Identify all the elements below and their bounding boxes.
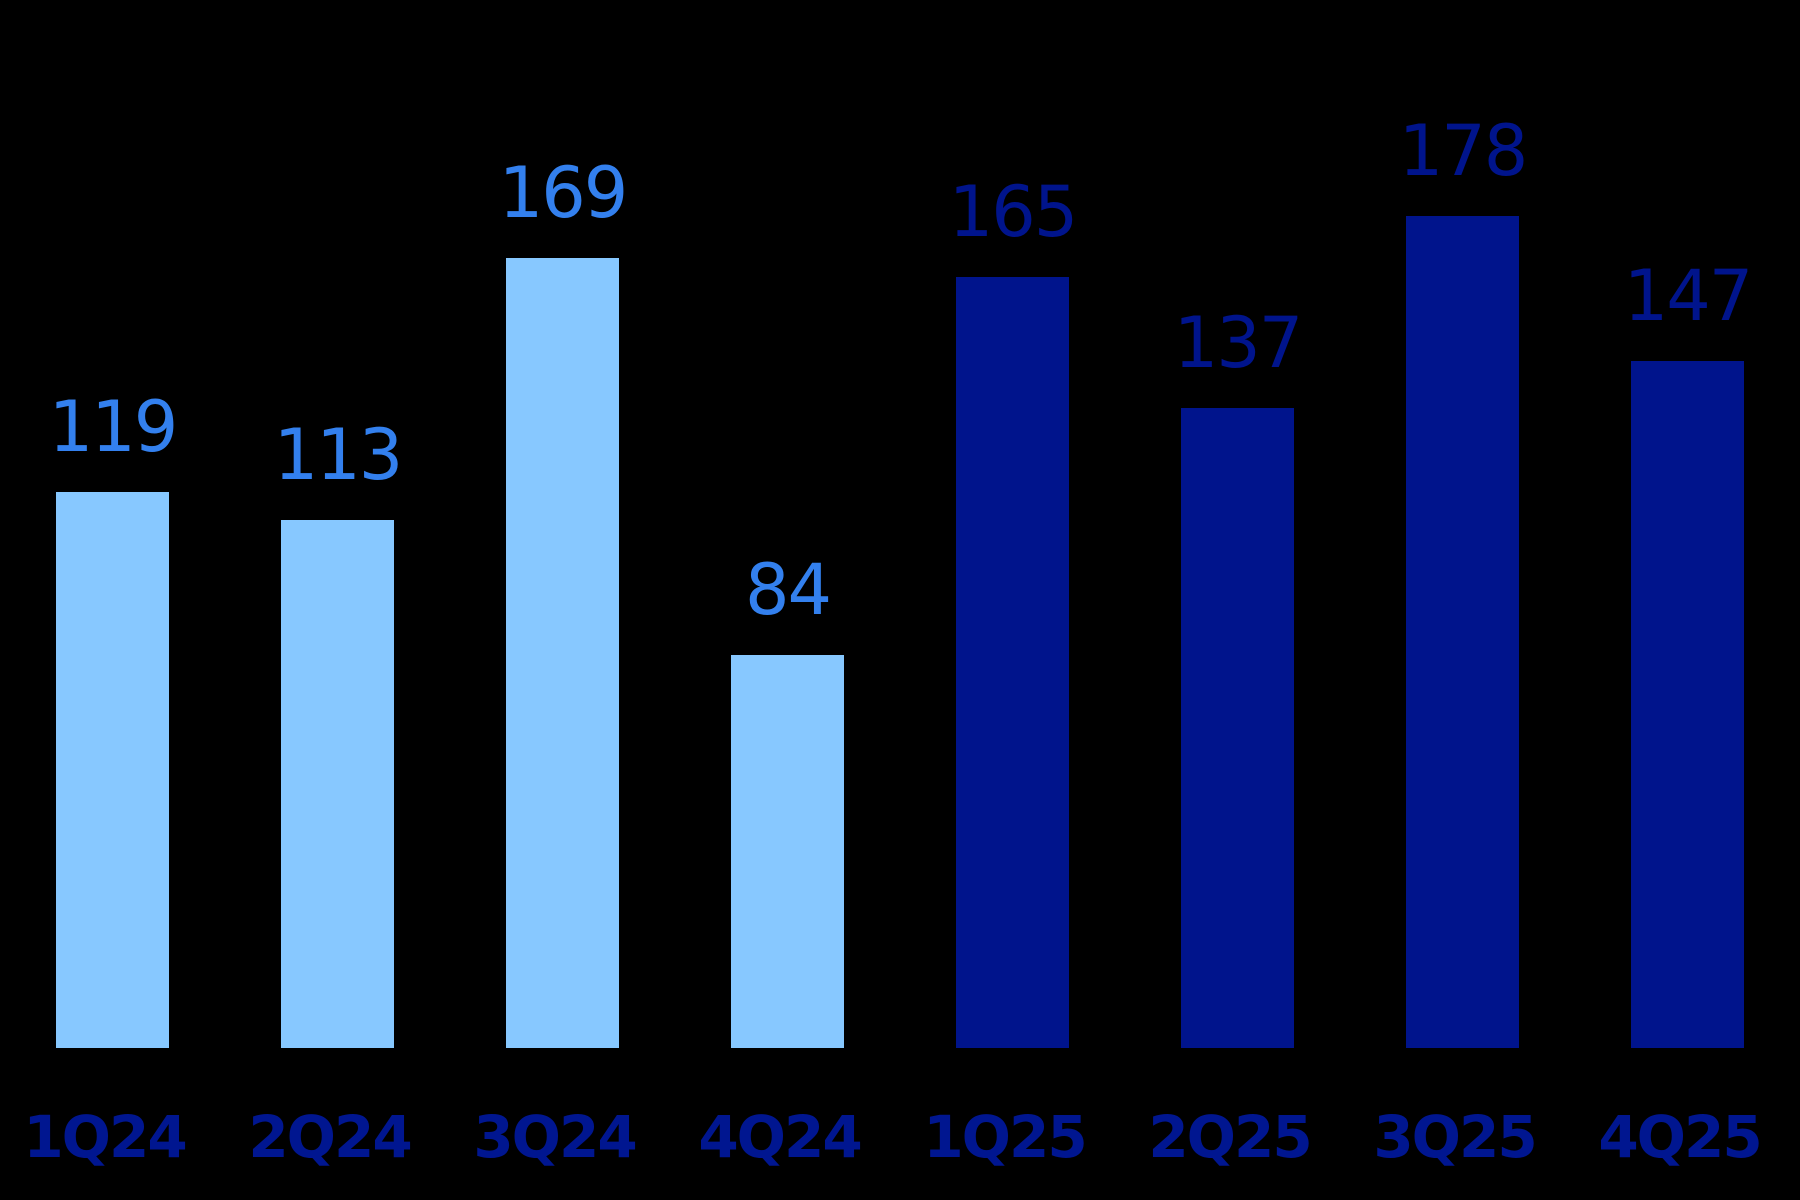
bar-3Q24 bbox=[506, 258, 619, 1048]
x-tick-label: 4Q25 bbox=[1598, 1103, 1762, 1171]
bar-1Q25 bbox=[956, 276, 1069, 1048]
value-label: 113 bbox=[273, 413, 404, 496]
value-label: 119 bbox=[48, 385, 179, 468]
value-label: 84 bbox=[744, 549, 832, 632]
bar-1Q24 bbox=[56, 491, 169, 1048]
bar-3Q25 bbox=[1406, 216, 1519, 1048]
x-tick-label: 1Q24 bbox=[23, 1103, 187, 1171]
x-tick-label: 3Q24 bbox=[473, 1103, 637, 1171]
value-label: 165 bbox=[948, 170, 1079, 253]
x-tick-label: 1Q25 bbox=[923, 1103, 1087, 1171]
bar-4Q25 bbox=[1631, 360, 1744, 1048]
value-label: 178 bbox=[1398, 110, 1529, 193]
value-label: 137 bbox=[1173, 301, 1304, 384]
x-tick-label: 2Q25 bbox=[1148, 1103, 1312, 1171]
x-tick-label: 3Q25 bbox=[1373, 1103, 1537, 1171]
x-tick-label: 4Q24 bbox=[698, 1103, 862, 1171]
x-tick-label: 2Q24 bbox=[248, 1103, 412, 1171]
bar-2Q25 bbox=[1181, 407, 1294, 1048]
bar-2Q24 bbox=[281, 519, 394, 1048]
value-label: 169 bbox=[498, 152, 629, 235]
bar-4Q24 bbox=[731, 655, 844, 1048]
value-label: 147 bbox=[1623, 254, 1754, 337]
